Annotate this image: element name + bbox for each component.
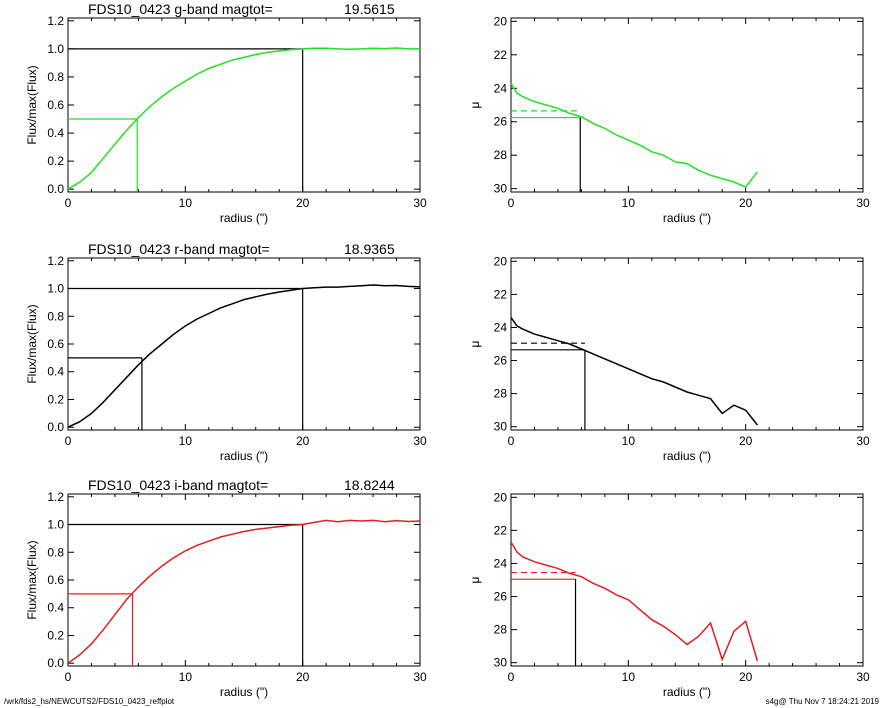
panel3-ytick-label: 0.8	[47, 309, 64, 323]
panel2-ytick-label: 26	[494, 115, 508, 129]
panel5-ytick-label: 1.2	[47, 490, 64, 504]
panel4-ytick-label: 26	[494, 354, 508, 368]
panel6-ytick-label: 24	[494, 556, 508, 570]
panel5-ytick-label: 0.4	[47, 601, 64, 615]
panel5-ytick-label: 0.6	[47, 573, 64, 587]
panel3-ytick-label: 1.2	[47, 254, 64, 268]
panel5-ytick-label: 1.0	[47, 518, 64, 532]
panel6-profile-line	[510, 541, 759, 662]
panel4-xtick-label: 0	[508, 434, 515, 448]
panel6-xtick-label: 10	[622, 670, 636, 684]
panel3-ytick-label: 0.6	[47, 337, 64, 351]
panel6-ylabel: μ	[468, 576, 482, 583]
panel1-profile-line	[67, 47, 420, 190]
panel5-xtick-label: 10	[179, 670, 193, 684]
panel6-xtick-label: 0	[508, 670, 515, 684]
panel2-xtick-label: 10	[622, 196, 636, 210]
panel1-ytick-label: 0.2	[47, 154, 64, 168]
panel1-ytick-label: 0.8	[47, 70, 64, 84]
panel6-xtick-label: 20	[739, 670, 753, 684]
panel2-ytick-label: 20	[494, 14, 508, 28]
panel5-ytick-label: 0.2	[47, 628, 64, 642]
panel1-title: FDS10_0423 g-band magtot=	[88, 1, 273, 17]
panel3-ytick-label: 1.0	[47, 282, 64, 296]
panel1-ytick-label: 0.4	[47, 126, 64, 140]
panel3-xtick-label: 20	[296, 434, 310, 448]
panel5-ytick-label: 0.0	[47, 656, 64, 670]
panel5-xtick-label: 30	[413, 670, 427, 684]
panel2-ytick-label: 22	[494, 48, 508, 62]
panel2-xtick-label: 20	[739, 196, 753, 210]
panel1-ytick-label: 0.0	[47, 182, 64, 196]
panel3-xtick-label: 30	[413, 434, 427, 448]
panel5-profile-line	[67, 519, 421, 664]
panel2-ytick-label: 28	[494, 148, 508, 162]
panel6-xtick-label: 30	[856, 670, 870, 684]
panel6-frame	[510, 493, 864, 667]
panel3-profile-line	[67, 284, 421, 428]
panel1-ytick-label: 1.2	[47, 14, 64, 28]
panel5-title-value: 18.8244	[344, 477, 395, 493]
panel2-xlabel: radius (")	[663, 211, 711, 225]
panel4-profile-line	[510, 317, 758, 426]
panel3-xlabel: radius (")	[220, 449, 268, 463]
panel2-ytick-label: 24	[494, 81, 508, 95]
panel4-ytick-label: 20	[494, 254, 508, 268]
panel4-ytick-label: 22	[494, 287, 508, 301]
panel1-frame	[67, 17, 421, 193]
panel6-ytick-label: 30	[494, 656, 508, 670]
panel1-ylabel: Flux/max(Flux)	[25, 65, 39, 144]
panel3-title: FDS10_0423 r-band magtot=	[88, 241, 270, 257]
panel5-xlabel: radius (")	[220, 685, 268, 699]
panel3-xtick-label: 10	[179, 434, 193, 448]
panel2-profile-line	[510, 82, 758, 188]
panel2-frame	[510, 17, 864, 193]
footer-path: /wrk/fds2_hs/NEWCUTS2/FDS10_0423_reffplo…	[4, 697, 175, 706]
panel5-ytick-label: 0.8	[47, 545, 64, 559]
panel1-xtick-label: 10	[179, 196, 193, 210]
panel6-ytick-label: 26	[494, 590, 508, 604]
panel2-ylabel: μ	[468, 101, 482, 108]
panel4-ytick-label: 30	[494, 420, 508, 434]
panel3-xtick-label: 0	[65, 434, 72, 448]
panel5-title: FDS10_0423 i-band magtot=	[88, 477, 268, 493]
panel5-xtick-label: 20	[296, 670, 310, 684]
panel2-xtick-label: 30	[856, 196, 870, 210]
panel3-frame	[67, 257, 421, 431]
panel3-ytick-label: 0.0	[47, 420, 64, 434]
panel4-xtick-label: 30	[856, 434, 870, 448]
panel4-ytick-label: 24	[494, 320, 508, 334]
panel3-ytick-label: 0.2	[47, 392, 64, 406]
panel4-xtick-label: 20	[739, 434, 753, 448]
panel5-frame	[67, 493, 421, 667]
panel6-ytick-label: 20	[494, 490, 508, 504]
panel2-xtick-label: 0	[508, 196, 515, 210]
panel1-ytick-label: 0.6	[47, 98, 64, 112]
panel3-title-value: 18.9365	[344, 241, 395, 257]
panel4-ylabel: μ	[468, 340, 482, 347]
panel3-ylabel: Flux/max(Flux)	[25, 304, 39, 383]
panel5-xtick-label: 0	[65, 670, 72, 684]
panel3-ytick-label: 0.4	[47, 365, 64, 379]
panel1-xtick-label: 30	[413, 196, 427, 210]
panel6-ytick-label: 22	[494, 523, 508, 537]
footer-stamp: s4g@ Thu Nov 7 18:24:21 2019	[765, 697, 879, 706]
panel4-xlabel: radius (")	[663, 449, 711, 463]
panel1-xtick-label: 0	[65, 196, 72, 210]
panel4-frame	[510, 257, 864, 431]
panel1-xtick-label: 20	[296, 196, 310, 210]
panel1-title-value: 19.5615	[344, 1, 395, 17]
panel6-ytick-label: 28	[494, 623, 508, 637]
panel1-ytick-label: 1.0	[47, 42, 64, 56]
panel4-ytick-label: 28	[494, 387, 508, 401]
panel4-xtick-label: 10	[622, 434, 636, 448]
panel5-ylabel: Flux/max(Flux)	[25, 540, 39, 619]
panel2-ytick-label: 30	[494, 182, 508, 196]
panel1-xlabel: radius (")	[220, 211, 268, 225]
panel6-xlabel: radius (")	[663, 685, 711, 699]
